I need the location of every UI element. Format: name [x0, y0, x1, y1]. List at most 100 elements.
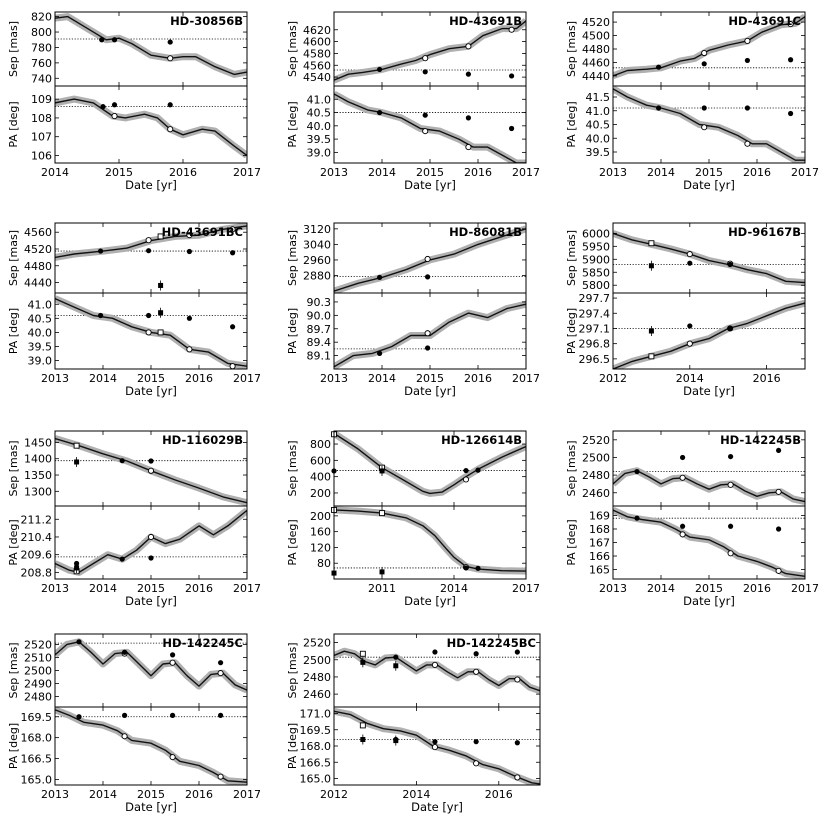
x-tick-label: 2017 — [512, 372, 540, 385]
measured-point — [146, 312, 152, 319]
predicted-point — [701, 49, 708, 57]
measured-point — [76, 639, 82, 645]
y-tick-label: 4520 — [24, 243, 52, 256]
measured-point — [475, 467, 481, 473]
x-tick-label: 2015 — [695, 166, 723, 179]
x-tick-label: 2013 — [320, 372, 348, 385]
measured-point — [100, 104, 106, 110]
predicted-square — [359, 650, 366, 657]
y-axis-label: PA [deg] — [565, 519, 578, 565]
curve-group — [334, 707, 540, 785]
y-tick-label: 4500 — [582, 30, 610, 43]
measured-point — [514, 740, 520, 746]
predicted-point — [514, 676, 521, 683]
measured-point — [473, 651, 479, 657]
y-tick-label: 740 — [31, 72, 52, 85]
y-tick-label: 89.1 — [307, 350, 332, 363]
x-tick-label: 2016 — [743, 166, 771, 179]
measured-square — [379, 569, 385, 575]
curve-group — [613, 13, 805, 80]
model-curve — [55, 15, 247, 76]
measured-point — [230, 324, 236, 330]
y-tick-label: 780 — [31, 41, 52, 54]
measured-point — [465, 71, 471, 77]
y-axis-label: PA [deg] — [7, 519, 20, 565]
predicted-square — [648, 353, 655, 360]
x-axis-label: Date [yr] — [404, 594, 456, 608]
measured-square — [158, 310, 164, 316]
measured-point — [744, 105, 751, 111]
x-tick-label: 2014 — [41, 166, 69, 179]
y-tick-label: 2480 — [303, 671, 331, 684]
y-tick-label: 166 — [589, 550, 610, 563]
predicted-square — [157, 233, 164, 240]
curve-group — [334, 90, 526, 163]
y-tick-label: 2520 — [24, 638, 52, 651]
measured-square — [360, 659, 366, 665]
y-tick-label: 2480 — [24, 691, 52, 704]
panel-title: HD-43691C — [728, 14, 801, 28]
x-tick-label: 2014 — [89, 788, 117, 801]
y-tick-label: 2510 — [24, 651, 52, 664]
y-axis-label: Sep [mas] — [286, 643, 299, 699]
predicted-point — [465, 144, 472, 151]
predicted-square — [648, 240, 655, 247]
panel-title: HD-142245BC — [447, 636, 536, 650]
curve-group — [334, 506, 526, 575]
y-tick-label: 41.0 — [307, 93, 332, 106]
y-tick-label: 168.0 — [300, 740, 332, 753]
predicted-point — [217, 773, 224, 780]
x-tick-label: 2014 — [89, 582, 117, 595]
y-tick-label: 6000 — [582, 227, 610, 240]
y-tick-label: 168.0 — [21, 732, 53, 745]
y-tick-label: 2500 — [582, 451, 610, 464]
measured-square — [648, 328, 654, 334]
y-tick-label: 40.5 — [586, 119, 611, 132]
measured-point — [148, 555, 154, 561]
measured-point — [186, 315, 192, 321]
measured-point — [167, 102, 173, 108]
x-tick-label: 2011 — [368, 582, 396, 595]
predicted-point — [145, 237, 152, 244]
panel-title: HD-116029B — [162, 433, 243, 447]
y-tick-label: 40.5 — [28, 312, 53, 325]
measured-point — [728, 453, 734, 460]
curve-group — [55, 13, 247, 78]
model-curve — [334, 93, 526, 163]
y-tick-label: 1350 — [24, 469, 52, 482]
uncertainty-band — [613, 230, 805, 287]
x-tick-label: 2017 — [233, 372, 261, 385]
y-tick-label: 2960 — [303, 254, 331, 267]
y-axis-label: PA [deg] — [286, 308, 299, 354]
y-tick-label: 760 — [31, 57, 52, 70]
x-axis-label: Date [yr] — [404, 384, 456, 398]
measured-point — [98, 312, 104, 319]
x-tick-label: 2014 — [647, 166, 675, 179]
y-tick-label: 39.0 — [307, 146, 332, 159]
predicted-point — [424, 255, 431, 263]
x-axis-label: Date [yr] — [404, 178, 456, 192]
y-tick-label: 80 — [317, 557, 331, 570]
x-tick-label: 2016 — [169, 166, 197, 179]
measured-point — [377, 350, 383, 356]
uncertainty-band — [55, 707, 247, 785]
predicted-point — [727, 550, 734, 557]
measured-square — [74, 565, 80, 571]
x-axis-label: Date [yr] — [683, 384, 735, 398]
curve-group — [613, 299, 805, 369]
y-tick-label: 2460 — [582, 487, 610, 500]
predicted-point — [508, 26, 515, 33]
predicted-point — [775, 488, 782, 495]
predicted-point — [422, 128, 429, 135]
measured-point — [377, 66, 383, 73]
x-tick-label: 2013 — [599, 166, 627, 179]
measured-point — [473, 739, 479, 745]
y-tick-label: 4460 — [582, 56, 610, 69]
model-curve — [613, 509, 805, 577]
y-tick-label: 39.5 — [307, 133, 332, 146]
measured-point — [76, 714, 82, 720]
uncertainty-band — [613, 467, 805, 506]
axes-frame — [54, 85, 248, 164]
model-curve — [55, 98, 247, 157]
y-axis-label: Sep [mas] — [7, 441, 20, 497]
